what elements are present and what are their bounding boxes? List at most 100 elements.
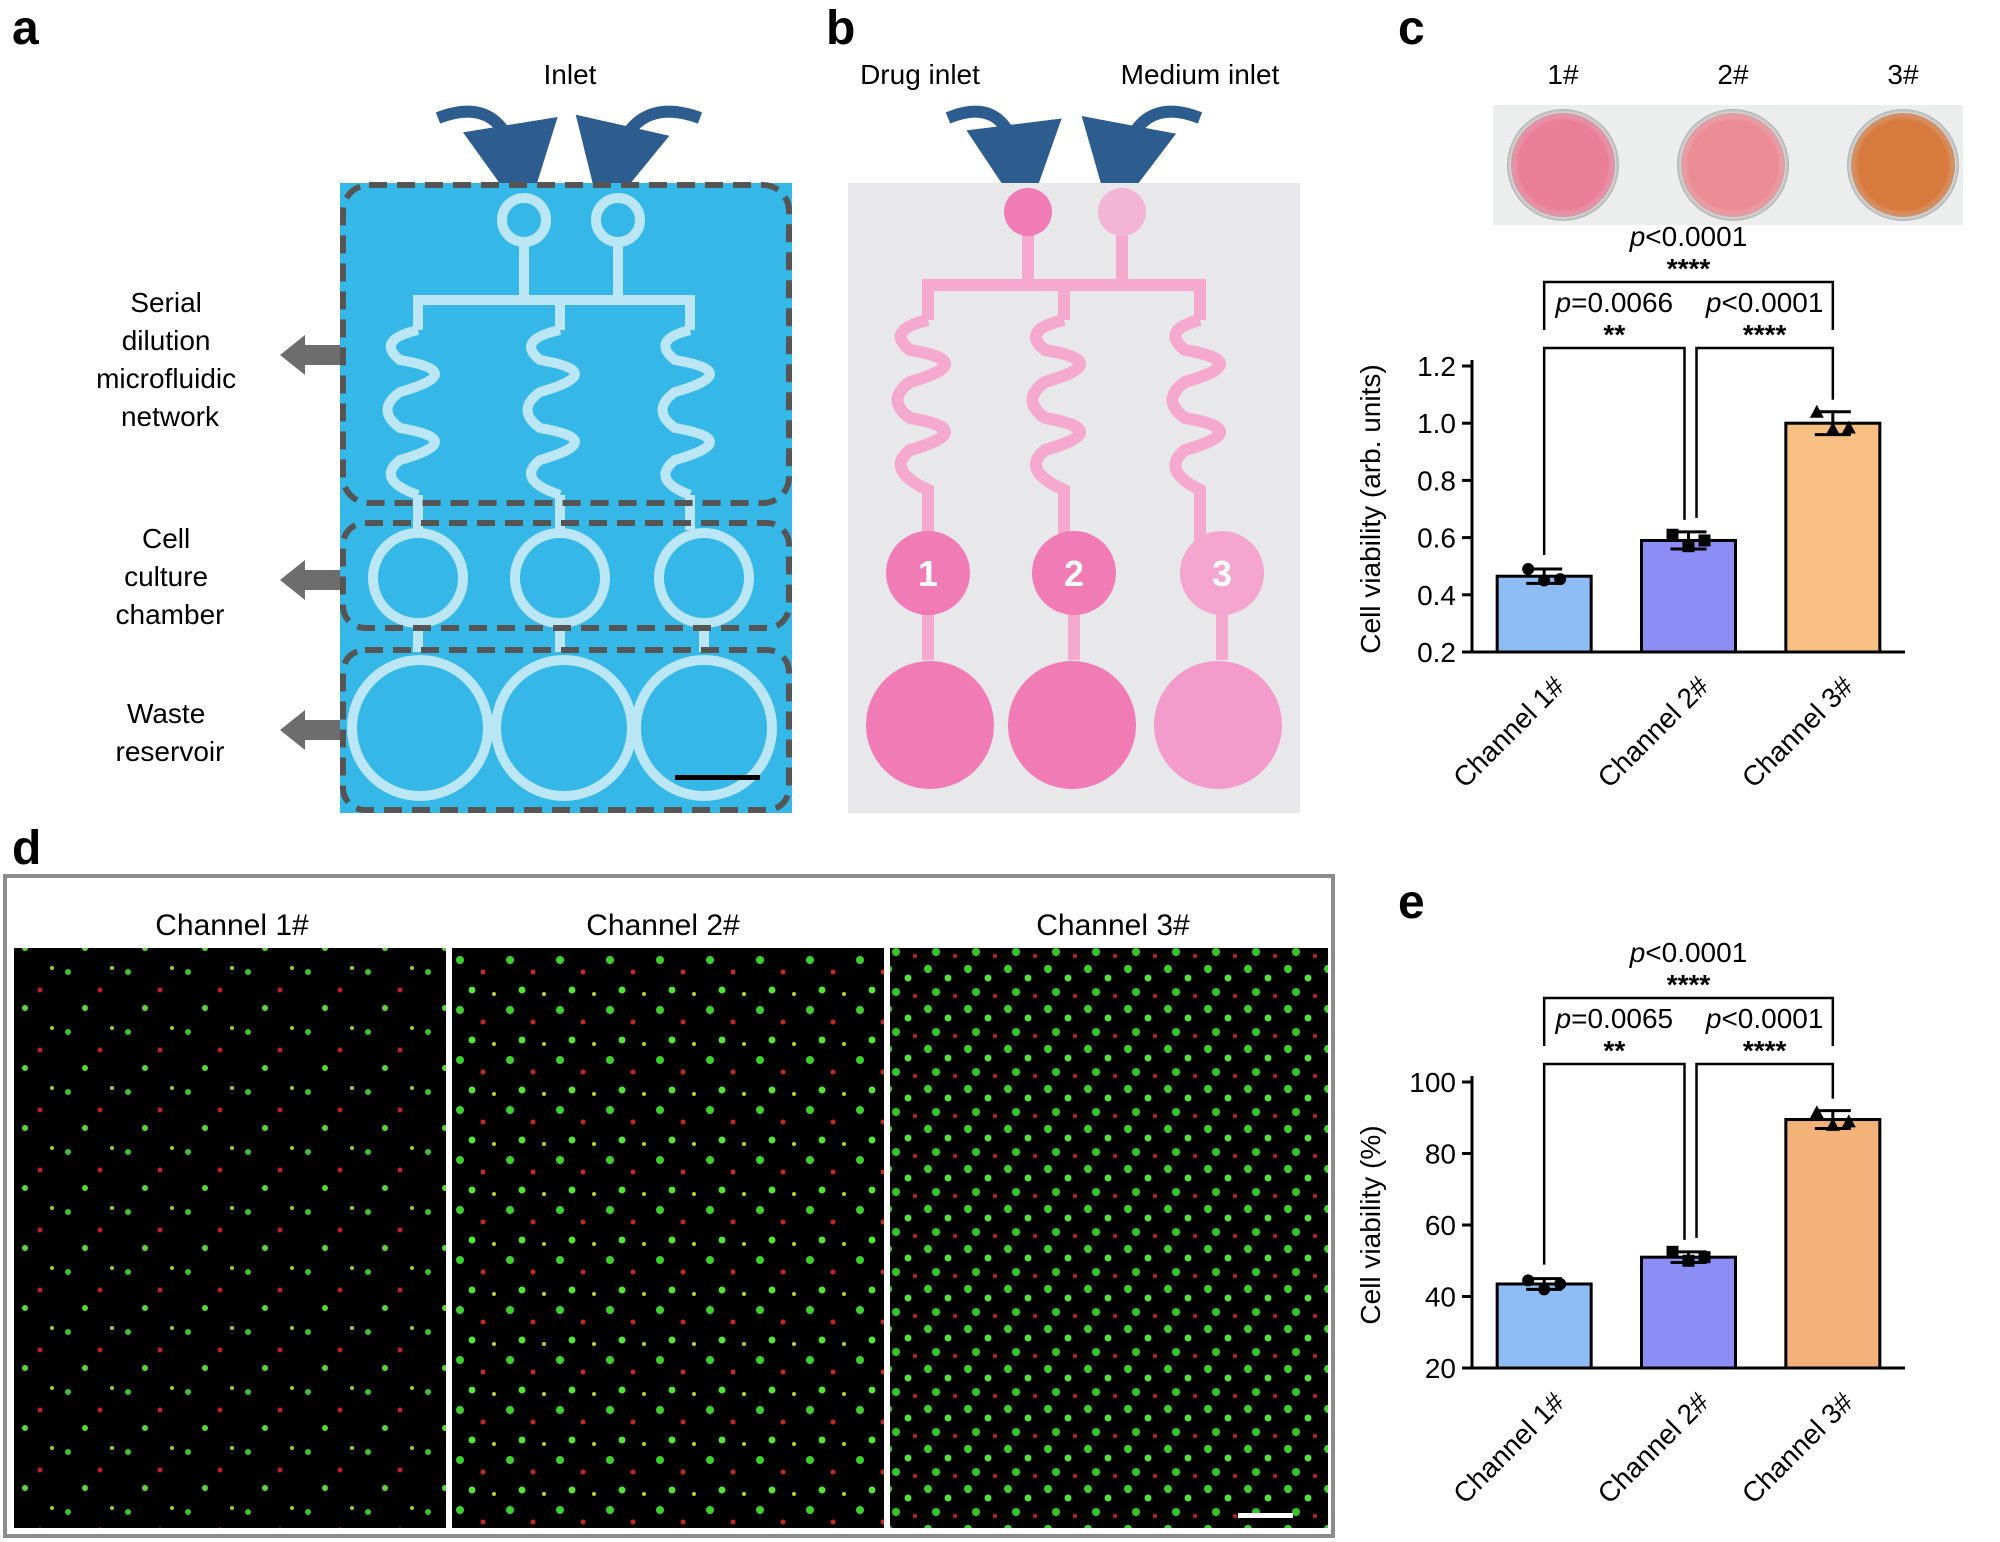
y-tick-label: 1.0: [1417, 408, 1456, 439]
significance-stars: **: [1603, 319, 1625, 350]
inlet-arrow-left-icon: [435, 105, 558, 220]
micrograph-title: Channel 3#: [1036, 909, 1190, 942]
y-tick-label: 60: [1425, 1210, 1456, 1241]
p-value-label: p<0.0001: [1705, 287, 1824, 318]
bar: [1495, 1282, 1593, 1370]
inlet-arrow-right-icon: [575, 105, 703, 219]
micrograph-channel-1: [14, 948, 446, 1528]
drug-inlet-label: Drug inlet: [860, 59, 980, 90]
data-point: [1554, 1277, 1567, 1290]
significance-bracket: [1542, 996, 1835, 1046]
data-point: [1698, 534, 1711, 547]
data-point: [1825, 421, 1840, 435]
micrograph-channel-2: [452, 948, 884, 1528]
scale-bar-d: [1238, 1513, 1293, 1518]
data-point: [1698, 1251, 1711, 1264]
data-point: [1809, 404, 1824, 418]
significance-stars: **: [1603, 1035, 1625, 1066]
well-label: 1#: [1547, 59, 1579, 90]
p-value-label: p<0.0001: [1629, 221, 1748, 252]
panel-d-frame: [3, 874, 1335, 1538]
chip-photo-a: [340, 183, 792, 813]
bar: [1495, 574, 1593, 654]
y-tick-label: 0.8: [1417, 465, 1456, 496]
scale-bar-a: [675, 775, 760, 780]
data-point: [1825, 1117, 1840, 1131]
chamber-number: 2: [1064, 553, 1084, 594]
y-tick-label: 0.6: [1417, 523, 1456, 554]
x-tick-label: Channel 1#: [1447, 670, 1570, 793]
y-tick-label: 100: [1409, 1067, 1456, 1098]
significance-bracket: [1542, 346, 1686, 556]
bar: [1640, 538, 1737, 654]
micrograph-title: Channel 1#: [155, 909, 309, 942]
label-serial: Serial dilution microfluidic network: [96, 287, 244, 432]
x-tick-label: Channel 3#: [1736, 1386, 1859, 1509]
data-point: [1682, 540, 1695, 553]
inlet-label: Inlet: [544, 59, 597, 90]
micrograph-channel-3: [890, 948, 1328, 1528]
x-tick-label: Channel 3#: [1736, 670, 1859, 793]
chart-c: 0.2 0.4 0.6 0.8 1.0 1.2 Cell viability (arb. u…: [1355, 221, 1905, 794]
chip-channels-a: [347, 193, 777, 801]
y-tick-label: 20: [1425, 1353, 1456, 1384]
y-tick-label: 40: [1425, 1282, 1456, 1313]
significance-bracket: [1695, 346, 1835, 518]
significance-stars: ****: [1667, 969, 1711, 1000]
well-label: 2#: [1717, 59, 1749, 90]
chamber-number: 3: [1212, 553, 1232, 594]
chip-channels-b: [891, 230, 1228, 660]
data-point: [1538, 574, 1551, 587]
panel-a-letter: a: [12, 2, 39, 55]
data-point: [1841, 420, 1856, 434]
chamber-number: 1: [918, 553, 938, 594]
pointer-arrows-a: [280, 335, 340, 750]
x-tick-label: Channel 2#: [1592, 670, 1715, 793]
left-arrow-icon: [280, 335, 340, 375]
data-point: [1666, 1245, 1679, 1258]
bar: [1640, 1255, 1737, 1370]
data-point: [1522, 563, 1535, 576]
panel-c-letter: c: [1398, 2, 1425, 55]
panel-b: b Drug inlet Medium inlet 1 2 3: [826, 2, 1300, 813]
panel-e-letter: e: [1398, 876, 1425, 929]
panel-c-wells: c 1# 2# 3#: [1398, 2, 1963, 225]
significance-stars: ****: [1667, 253, 1711, 284]
data-point: [1522, 1274, 1535, 1287]
significance-stars: ****: [1743, 319, 1787, 350]
data-point: [1554, 573, 1567, 586]
y-axis-label: Cell viability (%): [1355, 1125, 1386, 1324]
p-value-label: p<0.0001: [1629, 937, 1748, 968]
data-point: [1809, 1105, 1824, 1119]
panel-d-letter: d: [12, 822, 41, 875]
drug-inlet-arrow-icon: [945, 105, 1062, 220]
significance-bracket: [1542, 1062, 1686, 1265]
micrograph-title: Channel 2#: [586, 909, 740, 942]
x-tick-label: Channel 2#: [1592, 1386, 1715, 1509]
p-value-label: p=0.0065: [1555, 1003, 1674, 1034]
p-value-label: p<0.0001: [1705, 1003, 1824, 1034]
bar: [1784, 421, 1882, 654]
medium-inlet-label: Medium inlet: [1121, 59, 1280, 90]
panel-b-letter: b: [826, 2, 855, 55]
significance-stars: ****: [1743, 1035, 1787, 1066]
dashed-frames-a: [340, 182, 792, 813]
data-point: [1666, 528, 1679, 541]
label-waste: Waste reservoir: [116, 698, 225, 767]
left-arrow-icon: [280, 560, 340, 600]
significance-bracket: [1695, 1062, 1835, 1238]
chamber-numbers-b: 1 2 3: [918, 553, 1232, 594]
bar: [1784, 1118, 1882, 1370]
y-tick-label: 80: [1425, 1139, 1456, 1170]
chambers-b: [866, 188, 1282, 789]
well-label: 3#: [1887, 59, 1919, 90]
y-axis-label: Cell viability (arb. units): [1355, 364, 1386, 653]
x-tick-label: Channel 1#: [1447, 1386, 1570, 1509]
p-value-label: p=0.0066: [1555, 287, 1674, 318]
y-tick-label: 0.2: [1417, 637, 1456, 668]
y-tick-label: 0.4: [1417, 580, 1456, 611]
left-arrow-icon: [280, 710, 340, 750]
data-point: [1538, 1283, 1551, 1296]
data-point: [1841, 1114, 1856, 1128]
